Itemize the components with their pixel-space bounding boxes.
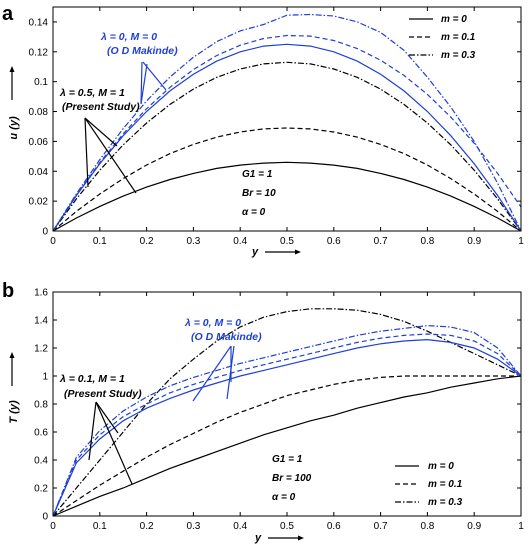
- panel-a-series: [52, 13, 522, 232]
- panel-a-param-g1: G1 = 1: [242, 169, 273, 180]
- panel-a-ytick-label: 0.14: [29, 17, 49, 28]
- panel-b-makinde-label-2: (O D Makinde): [191, 331, 262, 343]
- panel-a-makinde-label-2: (O D Makinde): [107, 45, 178, 57]
- panel-b-series-present-m0: [52, 375, 522, 517]
- panel-a-ytick-label: 0.02: [29, 197, 49, 208]
- panel-a-legend-m01: m = 0.1: [441, 32, 476, 43]
- panel-a-xtick-label: 0.5: [280, 236, 294, 247]
- panel-b-xtick-label: 1: [518, 521, 524, 532]
- panel-b-series-makinde-m0: [52, 338, 522, 517]
- panel-b-series-makinde-m01: [52, 333, 522, 517]
- panel-a-xtick-label: 0.9: [467, 236, 481, 247]
- panel-b-legend-m03: m = 0.3: [428, 497, 463, 508]
- panel-a-param-br: Br = 10: [242, 188, 276, 199]
- panel-a-tick-labels: 0 0.1 0.2 0.3 0.4 0.5 0.6 0.7 0.8 0.9 1 0 0.02 0.04 0.…: [29, 17, 525, 247]
- panel-a-series-makinde-m03: [52, 13, 522, 232]
- panel-b-ytick-label: 0.6: [34, 428, 48, 439]
- panel-b-makinde-label-1: λ = 0, M = 0: [184, 317, 241, 329]
- panel-b-xtick-label: 0.1: [93, 521, 107, 532]
- panel-a-series-makinde-m0: [52, 43, 522, 232]
- panel-b-ylabel-arrow: [9, 352, 15, 386]
- panel-a-ytick-label: 0.1: [34, 77, 48, 88]
- panel-b-series: [52, 308, 522, 517]
- panel-b-param-br: Br = 100: [272, 473, 312, 484]
- panel-a-ytick-label: 0: [42, 227, 48, 238]
- panel-a-series-present-m0: [52, 161, 522, 232]
- panel-a-xtick-label: 0.4: [233, 236, 247, 247]
- panel-b-tick-labels: 0 0.1 0.2 0.3 0.4 0.5 0.6 0.7 0.8 0.9 1 0 0.2 0.4 0.6 0…: [34, 288, 524, 533]
- panel-a-ytick-label: 0.12: [29, 47, 49, 58]
- panel-b-xlabel-arrow: [268, 535, 304, 541]
- panel-b-xlabel: y: [254, 532, 262, 544]
- panel-a-xtick-label: 0.8: [420, 236, 434, 247]
- panel-a-ytick-label: 0.08: [29, 107, 49, 118]
- panel-b-param-alpha: α = 0: [272, 492, 296, 503]
- panel-a-legend-m0: m = 0: [441, 14, 467, 25]
- panel-a-xtick-label: 0.1: [93, 236, 107, 247]
- panel-b-ytick-label: 1: [42, 372, 48, 383]
- panel-b-param-g1: G1 = 1: [272, 454, 303, 465]
- panel-a: a 0 0.1 0.2 0.3 0.4 0.5 0.6 0.7 0.8 0.9 1 0 0.02 0.04…: [2, 3, 524, 258]
- panel-b-xtick-label: 0.8: [420, 521, 434, 532]
- panel-a-makinde-label-1: λ = 0, M = 0: [100, 31, 157, 43]
- panel-a-ytick-label: 0.06: [29, 137, 49, 148]
- panel-b-ytick-label: 0.4: [34, 456, 48, 467]
- panel-b-legend: m = 0 m = 0.1 m = 0.3: [395, 461, 463, 508]
- panel-a-xtick-label: 0.6: [327, 236, 341, 247]
- panel-b-xtick-label: 0.5: [280, 521, 294, 532]
- panel-a-legend-m03: m = 0.3: [441, 50, 476, 61]
- panel-b-letter: b: [2, 280, 14, 302]
- panel-a-params: G1 = 1 Br = 10 α = 0: [242, 169, 276, 218]
- panel-b-xtick-label: 0.9: [467, 521, 481, 532]
- panel-b-ylabel: T (y): [8, 400, 20, 424]
- panel-b-legend-m01: m = 0.1: [428, 479, 463, 490]
- panel-a-series-makinde-m01: [52, 34, 522, 232]
- panel-a-present-label-1: λ = 0.5, M = 1: [59, 87, 125, 99]
- panel-b-present-label-1: λ = 0.1, M = 1: [59, 373, 125, 385]
- panel-a-letter: a: [2, 3, 14, 25]
- panel-b-xtick-label: 0.7: [374, 521, 388, 532]
- panel-b-series-makinde-m03: [52, 324, 522, 517]
- panel-b-series-present-m01: [52, 375, 521, 517]
- panel-a-xtick-label: 0: [50, 236, 56, 247]
- panel-a-xtick-label: 0.7: [374, 236, 388, 247]
- panel-a-xtick-label: 0.3: [186, 236, 200, 247]
- panel-a-series-present-m01: [52, 127, 522, 232]
- panel-a-ylabel-arrow: [9, 66, 15, 100]
- panel-a-series-present-m03: [52, 61, 522, 232]
- panel-a-makinde-annotation: λ = 0, M = 0 (O D Makinde): [100, 31, 178, 105]
- panel-a-xtick-label: 1: [518, 236, 524, 247]
- panel-b-ytick-label: 0: [42, 512, 48, 523]
- panel-b-present-annotation: λ = 0.1, M = 1 (Present Study): [59, 373, 142, 485]
- panel-a-present-annotation: λ = 0.5, M = 1 (Present Study): [59, 87, 140, 194]
- panel-b-xtick-label: 0: [50, 521, 56, 532]
- panel-b-ytick-label: 1.6: [34, 288, 48, 299]
- panel-b-xtick-label: 0.4: [233, 521, 247, 532]
- panel-a-present-label-2: (Present Study): [62, 101, 140, 113]
- panel-a-xlabel-arrow: [265, 249, 301, 255]
- panel-a-xtick-label: 0.2: [140, 236, 154, 247]
- panel-b-xtick-label: 0.3: [186, 521, 200, 532]
- panel-b-plot-frame: [52, 291, 522, 517]
- panel-b-ytick-label: 0.2: [34, 484, 48, 495]
- panel-a-legend: m = 0 m = 0.1 m = 0.3: [409, 14, 476, 61]
- panel-b-present-label-2: (Present Study): [64, 388, 142, 400]
- panel-a-ylabel: u (y): [8, 116, 20, 140]
- panel-a-ytick-label: 0.04: [29, 167, 49, 178]
- panel-b-legend-m0: m = 0: [428, 461, 454, 472]
- panel-a-param-alpha: α = 0: [242, 207, 266, 218]
- panel-b-ytick-label: 0.8: [34, 400, 48, 411]
- panel-b-params: G1 = 1 Br = 100 α = 0: [272, 454, 312, 503]
- panel-b-xtick-label: 0.6: [327, 521, 341, 532]
- panel-a-plot-frame: [52, 6, 522, 232]
- panel-b-ytick-label: 1.2: [34, 344, 48, 355]
- panel-b-makinde-annotation: λ = 0, M = 0 (O D Makinde): [184, 317, 262, 402]
- panel-b-ytick-label: 1.4: [34, 316, 48, 327]
- panel-b: b 0 0.1 0.2 0.3 0.4 0.5 0.6 0.7 0.8 0.9 1 0 0.2 0.4 0.…: [2, 280, 524, 544]
- panel-b-xtick-label: 0.2: [140, 521, 154, 532]
- panel-a-xlabel: y: [251, 246, 259, 258]
